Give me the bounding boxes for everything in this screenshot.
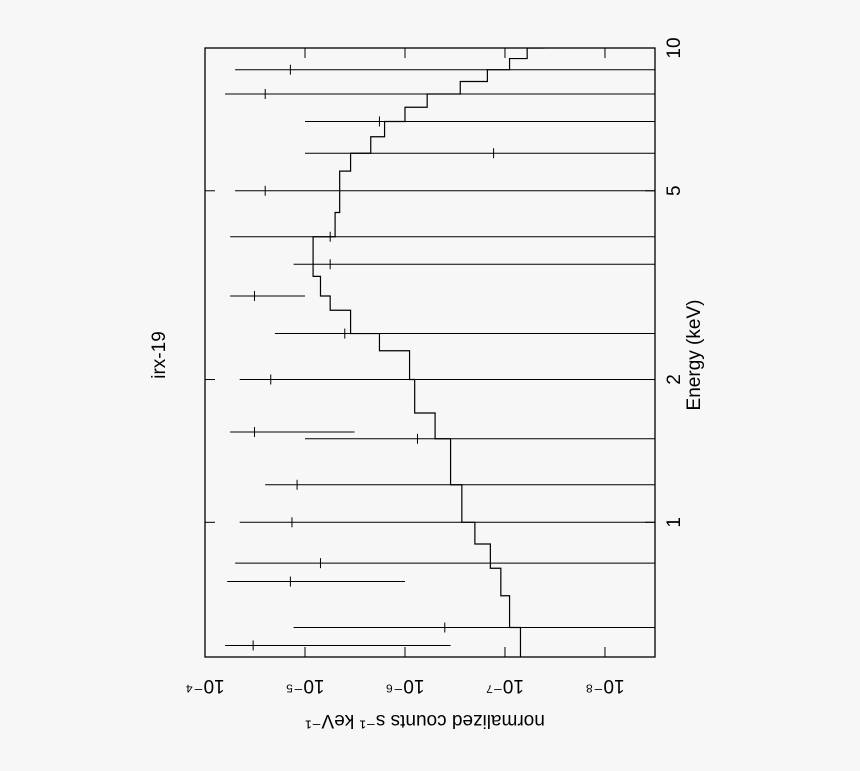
plot-area — [225, 48, 655, 657]
x-tick-label: 10 — [664, 37, 685, 58]
plot-frame — [204, 47, 656, 658]
x-tick-label: 1 — [664, 517, 685, 528]
y-tick-label: 10⁻⁴ — [185, 675, 224, 696]
x-axis-label: Energy (keV) — [684, 300, 705, 411]
chart-title: irx-19 — [149, 331, 170, 379]
x-tick-label: 5 — [664, 185, 685, 196]
y-tick-label: 10⁻⁷ — [486, 675, 524, 696]
y-tick-label: 10⁻⁸ — [585, 675, 624, 696]
y-axis-label: normalized counts s⁻¹ keV⁻¹ — [305, 710, 545, 731]
y-tick-label: 10⁻⁵ — [285, 675, 324, 696]
y-tick-label: 10⁻⁶ — [385, 675, 424, 696]
x-tick-label: 2 — [664, 374, 685, 385]
